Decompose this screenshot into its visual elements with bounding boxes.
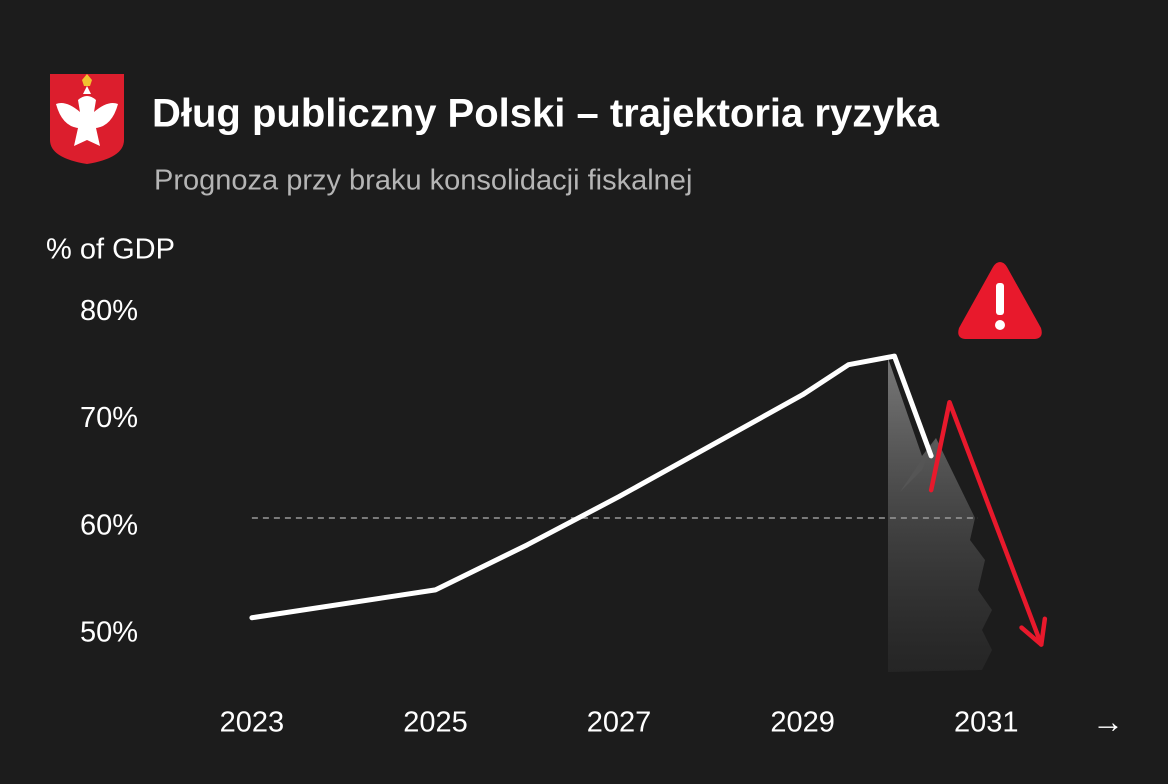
x-tick-label: 2031 bbox=[954, 707, 1019, 739]
y-tick-label: 80% bbox=[80, 295, 138, 327]
series-line bbox=[928, 399, 1044, 647]
x-tick-label: 2027 bbox=[587, 707, 652, 739]
y-tick-label: 50% bbox=[80, 616, 138, 648]
x-axis-arrow: → bbox=[1092, 703, 1124, 739]
x-tick-label: 2023 bbox=[220, 707, 285, 739]
y-tick-label: 70% bbox=[80, 402, 138, 434]
chart-subtitle: Prognoza przy braku konsolidacji fiskaln… bbox=[154, 165, 692, 197]
chart-title: Dług publiczny Polski – trajektoria ryzy… bbox=[152, 92, 940, 136]
y-tick-label: 60% bbox=[80, 509, 138, 541]
x-tick-label: 2025 bbox=[403, 707, 468, 739]
x-tick-label: 2029 bbox=[770, 707, 835, 739]
warning-icon bbox=[958, 262, 1042, 339]
risk-shadow bbox=[888, 358, 992, 672]
emblem bbox=[50, 74, 124, 164]
arrow-head bbox=[1019, 616, 1048, 647]
series-line bbox=[249, 353, 934, 621]
y-axis-label: % of GDP bbox=[46, 234, 175, 266]
